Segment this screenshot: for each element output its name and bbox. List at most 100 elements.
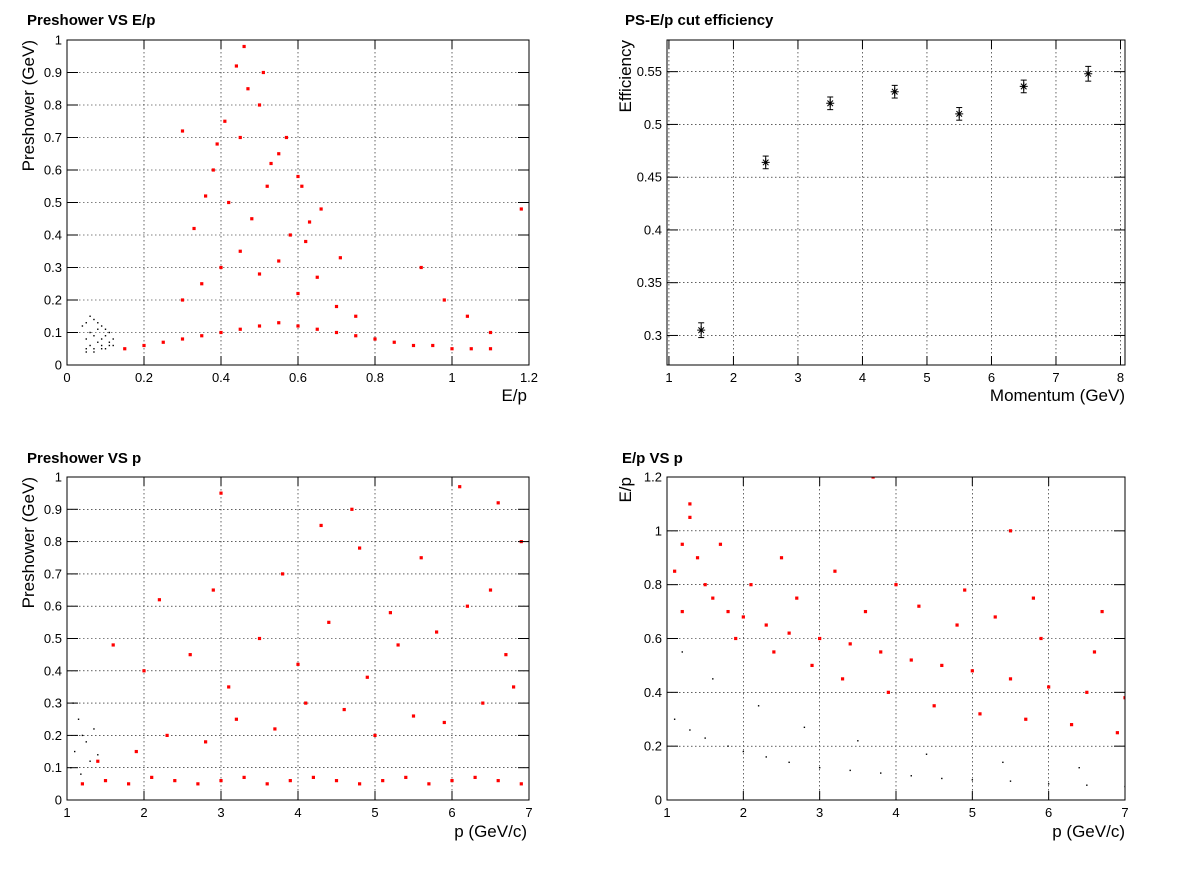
data-point	[211, 588, 215, 592]
data-point	[100, 325, 103, 327]
data-point	[196, 782, 200, 786]
data-point	[741, 615, 745, 619]
data-point	[734, 636, 738, 641]
data-point	[227, 200, 231, 205]
data-point	[257, 636, 262, 641]
data-point	[365, 675, 369, 679]
data-point	[818, 636, 822, 641]
data-point	[127, 782, 131, 786]
data-point	[941, 777, 943, 780]
data-point	[150, 775, 154, 779]
data-point	[161, 340, 165, 344]
data-point	[80, 782, 84, 786]
data-point	[319, 523, 323, 528]
y-axis-label: E/p	[616, 477, 635, 503]
data-layer	[673, 477, 1125, 788]
data-point	[242, 44, 246, 49]
data-point	[273, 727, 277, 731]
x-tick-label: 1	[448, 370, 455, 385]
data-point	[848, 642, 852, 646]
chart-title: Preshower VS E/p	[27, 12, 155, 29]
y-axis-label: Preshower (GeV)	[19, 40, 38, 171]
y-tick-label: 0.6	[44, 163, 62, 178]
x-tick-label: 7	[525, 805, 532, 820]
y-tick-label: 1.2	[644, 470, 662, 485]
y-tick-label: 0	[655, 793, 662, 808]
data-point	[910, 775, 912, 777]
y-tick-label: 1	[55, 33, 62, 48]
data-point	[1115, 731, 1119, 735]
data-point	[1008, 677, 1013, 681]
data-point	[173, 779, 177, 783]
data-point	[234, 717, 238, 721]
data-point	[970, 669, 974, 673]
y-tick-label: 0.6	[644, 631, 662, 646]
data-point	[857, 740, 859, 742]
y-tick-label: 0.1	[44, 325, 62, 340]
data-point	[890, 87, 899, 96]
data-point	[89, 331, 91, 334]
data-point	[932, 704, 936, 708]
y-tick-label: 0.5	[44, 195, 62, 210]
data-point	[358, 546, 362, 550]
data-point	[450, 779, 454, 783]
data-point	[909, 658, 913, 662]
data-point	[788, 761, 790, 764]
data-point	[319, 207, 323, 211]
data-point	[411, 714, 416, 718]
x-tick-label: 3	[816, 805, 823, 820]
data-point	[680, 542, 684, 546]
data-point	[85, 348, 87, 350]
data-point	[97, 341, 99, 343]
x-axis-label: E/p	[501, 386, 527, 405]
data-point	[234, 64, 238, 68]
x-axis-label: p (GeV/c)	[454, 822, 527, 841]
data-point	[917, 604, 921, 608]
data-point	[204, 194, 208, 198]
data-point	[200, 282, 204, 286]
y-tick-label: 0.4	[44, 228, 62, 243]
data-point	[1100, 609, 1104, 614]
data-point	[281, 572, 285, 576]
data-point	[955, 109, 964, 118]
data-point	[100, 348, 103, 350]
x-tick-label: 6	[1045, 805, 1052, 820]
data-point	[925, 753, 928, 755]
y-tick-label: 0.8	[44, 98, 62, 113]
y-tick-label: 0	[55, 793, 62, 808]
y-tick-label: 0.7	[44, 566, 62, 581]
data-point	[142, 669, 146, 673]
x-tick-label: 4	[892, 805, 899, 820]
x-axis-label: Momentum (GeV)	[990, 386, 1125, 405]
data-point	[277, 152, 281, 156]
data-point	[955, 623, 959, 627]
data-point	[711, 596, 715, 600]
data-point	[1123, 696, 1125, 700]
data-point	[803, 726, 806, 729]
data-point	[350, 507, 354, 511]
x-tick-label: 7	[1121, 805, 1128, 820]
data-point	[265, 782, 269, 786]
data-point	[100, 344, 103, 347]
data-point	[488, 588, 493, 592]
x-tick-label: 0.2	[135, 370, 153, 385]
data-point	[103, 779, 108, 783]
data-point	[334, 304, 339, 309]
data-point	[373, 337, 377, 341]
data-point	[673, 569, 677, 573]
data-point	[871, 477, 875, 479]
data-point	[296, 174, 300, 179]
x-tick-label: 4	[294, 805, 301, 820]
data-point	[104, 335, 107, 337]
data-point	[840, 677, 845, 681]
y-tick-label: 0.4	[644, 685, 662, 700]
data-point	[77, 718, 80, 720]
x-tick-label: 4	[859, 370, 866, 385]
data-point	[165, 733, 169, 737]
data-point	[284, 135, 289, 140]
data-point	[211, 168, 215, 172]
y-axis-label: Preshower (GeV)	[19, 477, 38, 608]
data-point	[1069, 723, 1074, 727]
data-point	[1047, 783, 1050, 785]
